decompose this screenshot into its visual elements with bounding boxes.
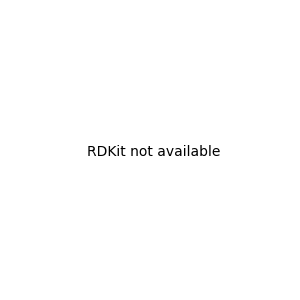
Text: RDKit not available: RDKit not available (87, 145, 220, 158)
